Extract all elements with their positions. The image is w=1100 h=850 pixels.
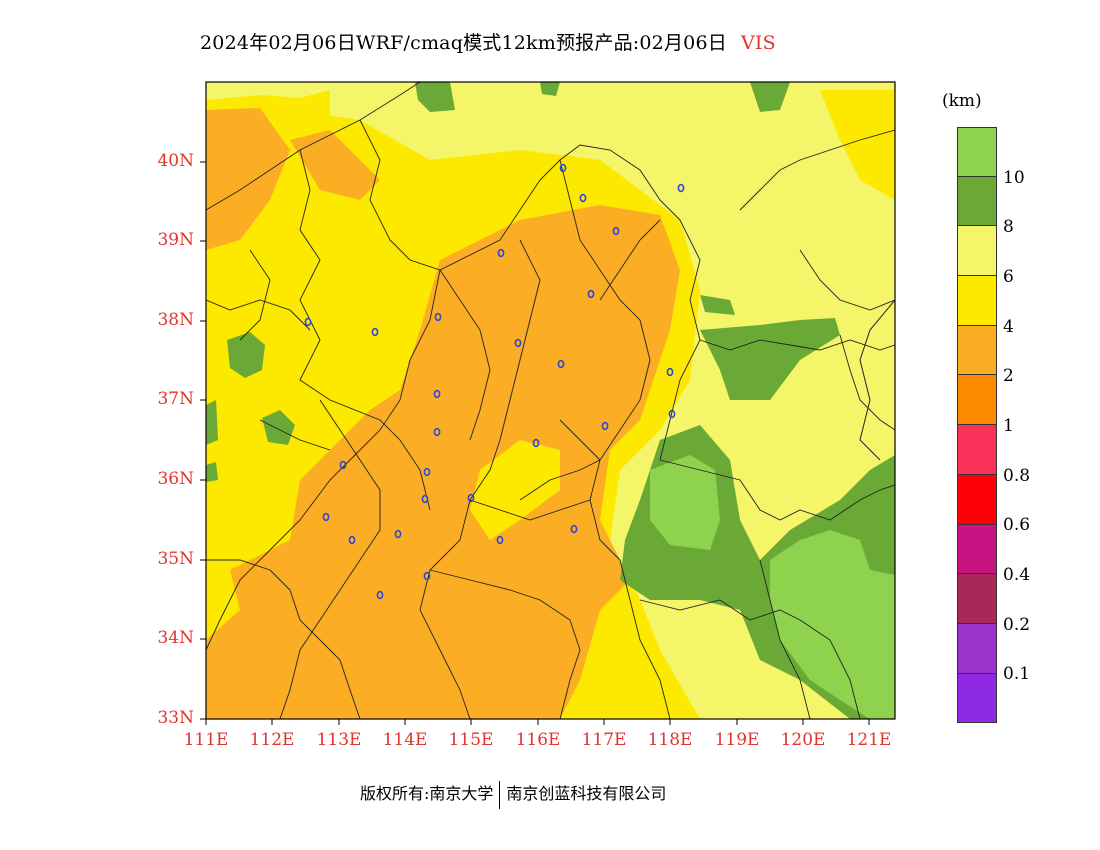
station-marker: [304, 317, 312, 327]
axis-ticks: [200, 161, 870, 725]
station-markers: [304, 163, 685, 600]
legend-swatch-7: [957, 474, 997, 525]
station-marker: [371, 327, 379, 337]
lat-label-38: 38N: [157, 310, 194, 330]
station-marker: [423, 467, 431, 477]
title-main: 2024年02月06日WRF/cmaq模式12km预报产品:02月06日: [200, 32, 727, 54]
station-marker: [570, 524, 578, 534]
legend-label-0.2: 0.2: [1003, 615, 1031, 635]
legend-swatch-6: [957, 425, 997, 475]
lat-label-40: 40N: [157, 151, 194, 171]
station-marker: [666, 367, 674, 377]
legend-swatch-2: [957, 226, 997, 277]
legend-label-6: 6: [1003, 267, 1014, 287]
station-marker: [514, 338, 522, 348]
legend-label-4: 4: [1003, 317, 1014, 337]
lat-label-33: 33N: [157, 708, 194, 728]
legend-swatch-5: [957, 375, 997, 426]
station-marker: [497, 248, 505, 258]
lon-label-113: 113E: [316, 730, 362, 750]
station-marker: [496, 535, 504, 545]
station-marker: [579, 193, 587, 203]
copyright-right: 南京创蓝科技有限公司: [506, 784, 667, 803]
lat-label-36: 36N: [157, 469, 194, 489]
legend-swatch-11: [957, 673, 997, 724]
legend-swatch-1: [957, 176, 997, 227]
station-marker: [433, 427, 441, 437]
title-variable: VIS: [740, 32, 776, 54]
lat-label-35: 35N: [157, 549, 194, 569]
copyright-left: 版权所有:南京大学: [360, 784, 494, 803]
copyright-footer: 版权所有:南京大学 南京创蓝科技有限公司: [360, 780, 666, 809]
lon-label-111: 111E: [183, 730, 229, 750]
station-marker: [677, 183, 685, 193]
station-marker: [394, 529, 402, 539]
station-marker: [322, 512, 330, 522]
station-marker: [423, 571, 431, 581]
legend-label-1: 1: [1003, 416, 1014, 436]
lon-label-119: 119E: [714, 730, 760, 750]
legend-label-2: 2: [1003, 366, 1014, 386]
lon-label-120: 120E: [780, 730, 826, 750]
chart-title: 2024年02月06日WRF/cmaq模式12km预报产品:02月06日 VIS: [200, 28, 776, 55]
footer-divider: [499, 780, 501, 809]
station-marker: [467, 493, 475, 503]
station-marker: [668, 409, 676, 419]
station-marker: [532, 438, 540, 448]
legend-label-0.8: 0.8: [1003, 466, 1031, 486]
legend-swatch-4: [957, 325, 997, 376]
legend-unit: (km): [942, 91, 982, 111]
legend-label-8: 8: [1003, 217, 1014, 237]
station-marker: [434, 312, 442, 322]
lon-label-112: 112E: [249, 730, 295, 750]
visibility-field: [206, 82, 895, 719]
station-marker: [587, 289, 595, 299]
legend-label-0.4: 0.4: [1003, 565, 1031, 585]
station-marker: [612, 226, 620, 236]
legend-swatch-9: [957, 574, 997, 624]
lat-label-37: 37N: [157, 389, 194, 409]
legend-label-0.1: 0.1: [1003, 664, 1031, 684]
lat-label-34: 34N: [157, 628, 194, 648]
legend-swatch-0: [957, 127, 997, 177]
color-legend: [957, 127, 997, 724]
station-marker: [559, 163, 567, 173]
station-marker: [433, 389, 441, 399]
lon-label-115: 115E: [448, 730, 494, 750]
legend-label-0.6: 0.6: [1003, 515, 1031, 535]
lon-label-118: 118E: [647, 730, 693, 750]
lon-label-117: 117E: [581, 730, 627, 750]
legend-swatch-10: [957, 623, 997, 674]
lon-label-116: 116E: [515, 730, 561, 750]
station-marker: [557, 359, 565, 369]
legend-label-10: 10: [1003, 168, 1025, 188]
lat-label-39: 39N: [157, 230, 194, 250]
legend-swatch-3: [957, 276, 997, 326]
station-marker: [601, 421, 609, 431]
station-marker: [339, 460, 347, 470]
lon-label-121: 121E: [846, 730, 892, 750]
legend-swatch-8: [957, 524, 997, 575]
station-marker: [348, 535, 356, 545]
station-marker: [376, 590, 384, 600]
lon-label-114: 114E: [382, 730, 428, 750]
station-marker: [421, 494, 429, 504]
